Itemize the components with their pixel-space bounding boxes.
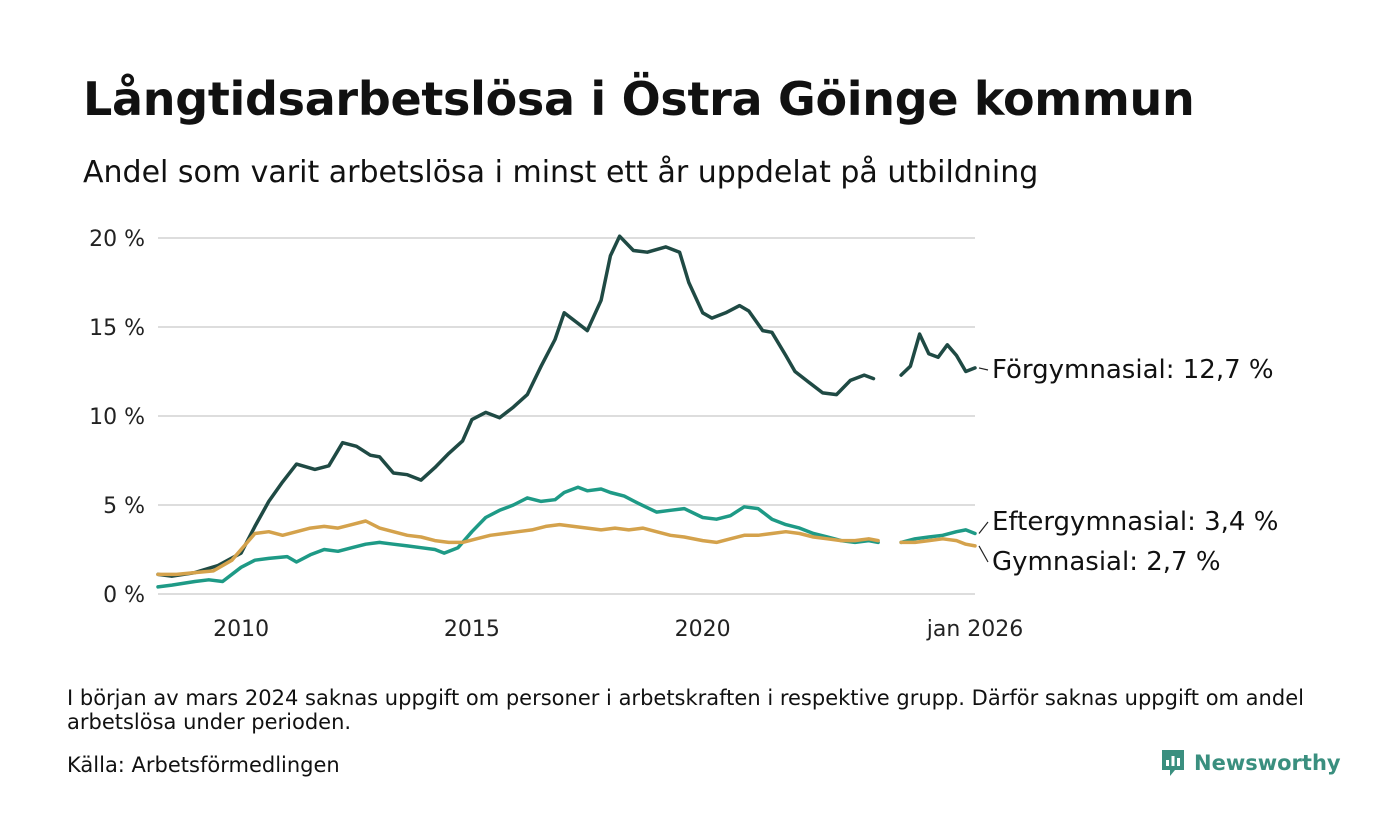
- y-tick-label: 20 %: [89, 227, 145, 252]
- x-axis-ticks: 2010 2015 2020 jan 2026: [213, 617, 1023, 642]
- y-axis-ticks: 0 % 5 % 10 % 15 % 20 %: [89, 227, 145, 608]
- x-tick-label: 2015: [444, 617, 500, 642]
- series-lines: [156, 234, 977, 589]
- series-line-eftergymnasial: [899, 528, 977, 545]
- y-tick-label: 10 %: [89, 405, 145, 430]
- series-line-gymnasial: [899, 537, 977, 548]
- source-text: Källa: Arbetsförmedlingen: [67, 753, 340, 777]
- brand-logo[interactable]: Newsworthy: [1160, 748, 1341, 778]
- series-label-eftergymnasial: Eftergymnasial: 3,4 %: [992, 507, 1278, 537]
- x-tick-label: 2010: [213, 617, 269, 642]
- y-tick-label: 15 %: [89, 316, 145, 341]
- y-tick-label: 0 %: [103, 583, 145, 608]
- x-tick-label: 2020: [675, 617, 731, 642]
- series-labels: Förgymnasial: 12,7 % Eftergymnasial: 3,4 …: [978, 355, 1278, 577]
- x-tick-label: jan 2026: [926, 617, 1024, 642]
- series-line-forgymnasial: [156, 234, 876, 578]
- label-leader: [978, 545, 989, 563]
- brand-name: Newsworthy: [1194, 751, 1341, 775]
- chart-subtitle: Andel som varit arbetslösa i minst ett å…: [83, 155, 1039, 190]
- series-line-forgymnasial: [899, 332, 977, 377]
- newsworthy-icon: [1162, 750, 1184, 776]
- grid-lines: [158, 237, 975, 595]
- series-line-gymnasial: [156, 519, 880, 577]
- series-line-eftergymnasial: [156, 485, 880, 589]
- footnote: I början av mars 2024 saknas uppgift om …: [67, 686, 1304, 734]
- label-leader: [978, 367, 989, 371]
- series-label-gymnasial: Gymnasial: 2,7 %: [992, 547, 1221, 577]
- y-tick-label: 5 %: [103, 494, 145, 519]
- chart-title: Långtidsarbetslösa i Östra Göinge kommun: [83, 72, 1195, 126]
- line-chart: 0 %5 %10 %15 %20 % 2010 2015 2020 jan 2026 …: [89, 227, 1278, 642]
- series-label-forgymnasial: Förgymnasial: 12,7 %: [992, 355, 1274, 385]
- label-leader: [978, 521, 989, 534]
